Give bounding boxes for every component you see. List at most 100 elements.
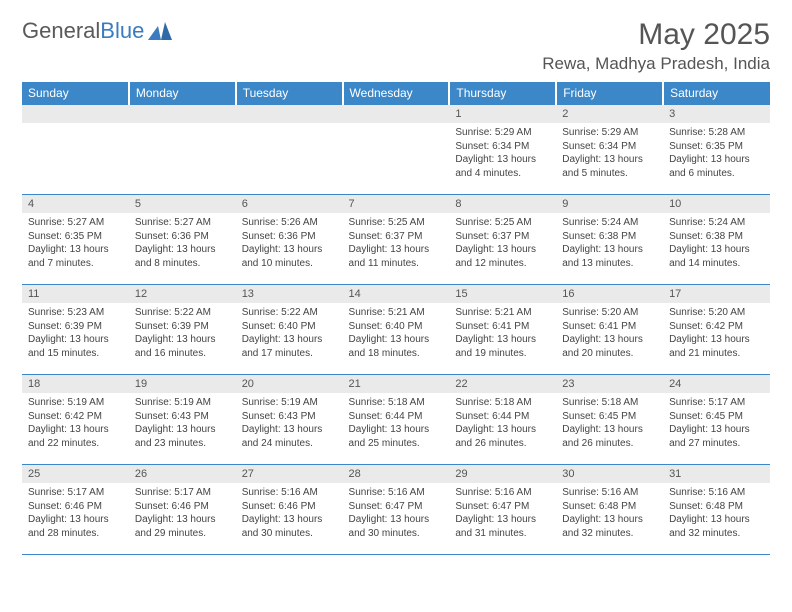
day-info: Sunrise: 5:18 AMSunset: 6:44 PMDaylight:… (343, 393, 450, 454)
calendar-header-row: SundayMondayTuesdayWednesdayThursdayFrid… (22, 82, 770, 105)
day-info: Sunrise: 5:16 AMSunset: 6:46 PMDaylight:… (236, 483, 343, 544)
calendar-day-cell: 31Sunrise: 5:16 AMSunset: 6:48 PMDayligh… (663, 465, 770, 555)
daylight-line: Daylight: 13 hours and 32 minutes. (562, 513, 657, 540)
sunrise-line: Sunrise: 5:29 AM (455, 126, 550, 140)
sunrise-line: Sunrise: 5:18 AM (349, 396, 444, 410)
daylight-line: Daylight: 13 hours and 22 minutes. (28, 423, 123, 450)
day-info: Sunrise: 5:25 AMSunset: 6:37 PMDaylight:… (449, 213, 556, 274)
calendar-day-cell: 7Sunrise: 5:25 AMSunset: 6:37 PMDaylight… (343, 195, 450, 285)
day-number: 24 (663, 375, 770, 393)
daylight-line: Daylight: 13 hours and 13 minutes. (562, 243, 657, 270)
day-number: 16 (556, 285, 663, 303)
sunset-line: Sunset: 6:40 PM (242, 320, 337, 334)
sunset-line: Sunset: 6:41 PM (562, 320, 657, 334)
daylight-line: Daylight: 13 hours and 4 minutes. (455, 153, 550, 180)
day-of-week-header: Wednesday (343, 82, 450, 105)
day-of-week-header: Thursday (449, 82, 556, 105)
sunset-line: Sunset: 6:36 PM (242, 230, 337, 244)
sunset-line: Sunset: 6:38 PM (562, 230, 657, 244)
sunrise-line: Sunrise: 5:17 AM (28, 486, 123, 500)
calendar-day-cell: 24Sunrise: 5:17 AMSunset: 6:45 PMDayligh… (663, 375, 770, 465)
sunrise-line: Sunrise: 5:22 AM (242, 306, 337, 320)
daylight-line: Daylight: 13 hours and 26 minutes. (455, 423, 550, 450)
day-info: Sunrise: 5:20 AMSunset: 6:41 PMDaylight:… (556, 303, 663, 364)
brand-logo: GeneralBlue (22, 18, 172, 44)
calendar-day-cell: 17Sunrise: 5:20 AMSunset: 6:42 PMDayligh… (663, 285, 770, 375)
day-of-week-header: Monday (129, 82, 236, 105)
sunset-line: Sunset: 6:46 PM (28, 500, 123, 514)
day-number: 27 (236, 465, 343, 483)
day-info: Sunrise: 5:26 AMSunset: 6:36 PMDaylight:… (236, 213, 343, 274)
day-number: 18 (22, 375, 129, 393)
day-number: 1 (449, 105, 556, 123)
calendar-day-cell: 23Sunrise: 5:18 AMSunset: 6:45 PMDayligh… (556, 375, 663, 465)
daylight-line: Daylight: 13 hours and 11 minutes. (349, 243, 444, 270)
daylight-line: Daylight: 13 hours and 21 minutes. (669, 333, 764, 360)
sunset-line: Sunset: 6:36 PM (135, 230, 230, 244)
sunset-line: Sunset: 6:48 PM (562, 500, 657, 514)
day-of-week-header: Friday (556, 82, 663, 105)
day-number (343, 105, 450, 123)
sunset-line: Sunset: 6:38 PM (669, 230, 764, 244)
sunset-line: Sunset: 6:45 PM (669, 410, 764, 424)
day-info: Sunrise: 5:19 AMSunset: 6:43 PMDaylight:… (129, 393, 236, 454)
daylight-line: Daylight: 13 hours and 19 minutes. (455, 333, 550, 360)
sunrise-line: Sunrise: 5:27 AM (135, 216, 230, 230)
brand-text: GeneralBlue (22, 18, 144, 44)
day-info: Sunrise: 5:17 AMSunset: 6:45 PMDaylight:… (663, 393, 770, 454)
sunrise-line: Sunrise: 5:19 AM (135, 396, 230, 410)
day-of-week-header: Saturday (663, 82, 770, 105)
month-title: May 2025 (542, 18, 770, 52)
calendar-week-row: 25Sunrise: 5:17 AMSunset: 6:46 PMDayligh… (22, 465, 770, 555)
brand-word1: General (22, 18, 100, 43)
brand-word2: Blue (100, 18, 144, 43)
calendar-day-cell: 12Sunrise: 5:22 AMSunset: 6:39 PMDayligh… (129, 285, 236, 375)
sunrise-line: Sunrise: 5:16 AM (242, 486, 337, 500)
calendar-day-cell: 3Sunrise: 5:28 AMSunset: 6:35 PMDaylight… (663, 105, 770, 195)
sunset-line: Sunset: 6:39 PM (28, 320, 123, 334)
header: GeneralBlue May 2025 Rewa, Madhya Prades… (22, 18, 770, 74)
sunrise-line: Sunrise: 5:16 AM (455, 486, 550, 500)
day-info: Sunrise: 5:29 AMSunset: 6:34 PMDaylight:… (449, 123, 556, 184)
calendar-day-cell: 16Sunrise: 5:20 AMSunset: 6:41 PMDayligh… (556, 285, 663, 375)
daylight-line: Daylight: 13 hours and 24 minutes. (242, 423, 337, 450)
location: Rewa, Madhya Pradesh, India (542, 54, 770, 74)
day-info: Sunrise: 5:19 AMSunset: 6:43 PMDaylight:… (236, 393, 343, 454)
day-number: 5 (129, 195, 236, 213)
sunrise-line: Sunrise: 5:24 AM (669, 216, 764, 230)
sunset-line: Sunset: 6:41 PM (455, 320, 550, 334)
daylight-line: Daylight: 13 hours and 7 minutes. (28, 243, 123, 270)
calendar-day-cell: 18Sunrise: 5:19 AMSunset: 6:42 PMDayligh… (22, 375, 129, 465)
sunset-line: Sunset: 6:47 PM (349, 500, 444, 514)
day-number: 10 (663, 195, 770, 213)
day-number: 14 (343, 285, 450, 303)
sunrise-line: Sunrise: 5:27 AM (28, 216, 123, 230)
calendar-day-cell: 15Sunrise: 5:21 AMSunset: 6:41 PMDayligh… (449, 285, 556, 375)
day-number: 13 (236, 285, 343, 303)
day-info: Sunrise: 5:22 AMSunset: 6:40 PMDaylight:… (236, 303, 343, 364)
calendar-day-cell: 10Sunrise: 5:24 AMSunset: 6:38 PMDayligh… (663, 195, 770, 285)
sunrise-line: Sunrise: 5:16 AM (562, 486, 657, 500)
day-number: 28 (343, 465, 450, 483)
sunrise-line: Sunrise: 5:20 AM (562, 306, 657, 320)
calendar-day-cell: 22Sunrise: 5:18 AMSunset: 6:44 PMDayligh… (449, 375, 556, 465)
title-block: May 2025 Rewa, Madhya Pradesh, India (542, 18, 770, 74)
daylight-line: Daylight: 13 hours and 26 minutes. (562, 423, 657, 450)
day-info: Sunrise: 5:27 AMSunset: 6:36 PMDaylight:… (129, 213, 236, 274)
sunset-line: Sunset: 6:44 PM (455, 410, 550, 424)
daylight-line: Daylight: 13 hours and 8 minutes. (135, 243, 230, 270)
sunrise-line: Sunrise: 5:24 AM (562, 216, 657, 230)
daylight-line: Daylight: 13 hours and 16 minutes. (135, 333, 230, 360)
sunrise-line: Sunrise: 5:16 AM (669, 486, 764, 500)
day-info: Sunrise: 5:24 AMSunset: 6:38 PMDaylight:… (663, 213, 770, 274)
sunset-line: Sunset: 6:35 PM (28, 230, 123, 244)
day-number: 31 (663, 465, 770, 483)
calendar-day-cell: 11Sunrise: 5:23 AMSunset: 6:39 PMDayligh… (22, 285, 129, 375)
daylight-line: Daylight: 13 hours and 25 minutes. (349, 423, 444, 450)
calendar-day-cell: 1Sunrise: 5:29 AMSunset: 6:34 PMDaylight… (449, 105, 556, 195)
day-number: 8 (449, 195, 556, 213)
calendar-week-row: 1Sunrise: 5:29 AMSunset: 6:34 PMDaylight… (22, 105, 770, 195)
calendar-day-cell: 2Sunrise: 5:29 AMSunset: 6:34 PMDaylight… (556, 105, 663, 195)
sunset-line: Sunset: 6:46 PM (135, 500, 230, 514)
day-number: 29 (449, 465, 556, 483)
